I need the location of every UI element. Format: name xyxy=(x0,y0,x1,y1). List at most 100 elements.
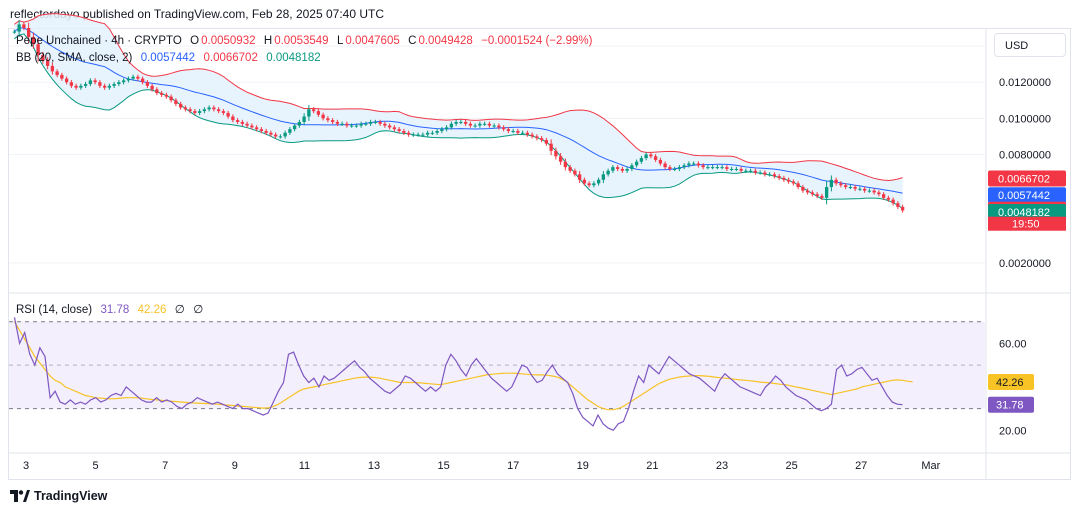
candle-body xyxy=(843,185,848,188)
currency-button[interactable]: USD xyxy=(994,33,1066,57)
candle-body xyxy=(307,109,311,117)
candle-body xyxy=(701,165,705,168)
rsi-legend: RSI (14, close) 31.78 42.26 ∅ ∅ xyxy=(16,302,205,316)
candle-body xyxy=(159,93,164,95)
candle-body xyxy=(891,199,895,204)
candle-body xyxy=(615,167,620,169)
candle-body xyxy=(397,129,401,131)
open-value: 0.0050932 xyxy=(201,35,256,47)
candle-body xyxy=(155,89,159,94)
time-tick-label: 15 xyxy=(437,460,449,472)
candle-body xyxy=(444,127,449,130)
candle-body xyxy=(231,116,235,121)
candle-body xyxy=(758,172,762,174)
candle-body xyxy=(193,111,197,113)
candle-body xyxy=(459,121,463,123)
candle-body xyxy=(226,112,230,117)
candle-body xyxy=(677,167,682,169)
candle-body xyxy=(482,123,487,125)
candle-body xyxy=(468,123,473,126)
low-value: 0.0047605 xyxy=(345,35,400,47)
rsi-label[interactable]: RSI (14, close) xyxy=(16,304,93,316)
candle-body xyxy=(345,123,349,126)
candle-body xyxy=(117,82,121,85)
price-axis-badge xyxy=(988,170,1066,187)
candle-body xyxy=(634,161,639,166)
candle-body xyxy=(454,121,458,124)
rsi-ma-value: 42.26 xyxy=(137,304,167,316)
time-tick-label: 27 xyxy=(855,460,867,472)
candle-body xyxy=(487,123,492,126)
time-tick-label: 7 xyxy=(162,460,168,472)
candle-body xyxy=(478,123,482,126)
candle-body xyxy=(278,136,283,138)
candle-body xyxy=(425,132,430,135)
candle-body xyxy=(729,168,734,170)
price-axis-badge xyxy=(988,187,1066,204)
candle-body xyxy=(796,183,800,188)
bb-basis-value: 0.0057442 xyxy=(140,52,196,64)
candle-body xyxy=(411,134,416,136)
candle-body xyxy=(772,174,777,177)
time-tick-label: 21 xyxy=(646,460,658,472)
candle-body xyxy=(45,60,50,66)
time-tick-label: 17 xyxy=(507,460,519,472)
candle-body xyxy=(79,85,83,88)
candle-body xyxy=(587,183,591,186)
rsi-axis-badge-text: 31.78 xyxy=(996,400,1024,412)
candle-body xyxy=(297,121,302,126)
close-label: C xyxy=(408,35,417,47)
candle-body xyxy=(216,109,221,112)
candle-body xyxy=(867,190,872,192)
candle-body xyxy=(283,132,287,137)
bb-basis-line xyxy=(14,27,903,194)
candle-body xyxy=(140,78,145,83)
candle-body xyxy=(706,167,710,169)
candle-body xyxy=(563,161,568,168)
bb-lower-value: 0.0048182 xyxy=(266,52,321,64)
candle-body xyxy=(26,28,31,38)
candle-body xyxy=(577,174,582,180)
rsi-extra-2: ∅ xyxy=(193,304,204,316)
candle-body xyxy=(858,188,862,190)
bb-label[interactable]: BB (20, SMA, close, 2) xyxy=(16,52,133,64)
candle-body xyxy=(625,168,629,171)
candle-body xyxy=(682,165,686,168)
candle-body xyxy=(430,132,435,134)
candle-body xyxy=(886,197,891,200)
candle-body xyxy=(554,150,558,157)
candle-body xyxy=(568,167,572,171)
candle-body xyxy=(335,121,340,124)
symbol-label[interactable]: Pepe Unchained · 4h · CRYPTO xyxy=(16,35,182,47)
candle-body xyxy=(416,134,420,136)
close-value: 0.0049428 xyxy=(418,35,473,47)
time-tick-label: 19 xyxy=(577,460,589,472)
candle-body xyxy=(383,123,387,126)
candle-body xyxy=(663,163,667,168)
candle-body xyxy=(145,82,150,86)
candle-body xyxy=(520,132,525,134)
candle-body xyxy=(620,168,625,171)
candle-body xyxy=(639,158,644,162)
candle-body xyxy=(748,170,753,172)
candle-body xyxy=(183,107,188,110)
candle-body xyxy=(473,125,477,127)
candle-body xyxy=(202,109,207,112)
candle-body xyxy=(131,76,135,79)
candle-body xyxy=(235,120,240,122)
candle-body xyxy=(691,163,696,165)
candle-body xyxy=(710,167,715,169)
candle-body xyxy=(112,84,116,86)
candle-body xyxy=(41,55,45,61)
candle-body xyxy=(862,188,867,191)
candle-body xyxy=(50,65,55,72)
candle-body xyxy=(777,176,781,178)
candle-body xyxy=(592,183,596,186)
candle-body xyxy=(501,127,506,130)
candle-body xyxy=(150,85,154,90)
candle-body xyxy=(245,123,249,126)
candle-body xyxy=(558,156,563,162)
candle-body xyxy=(83,84,88,86)
